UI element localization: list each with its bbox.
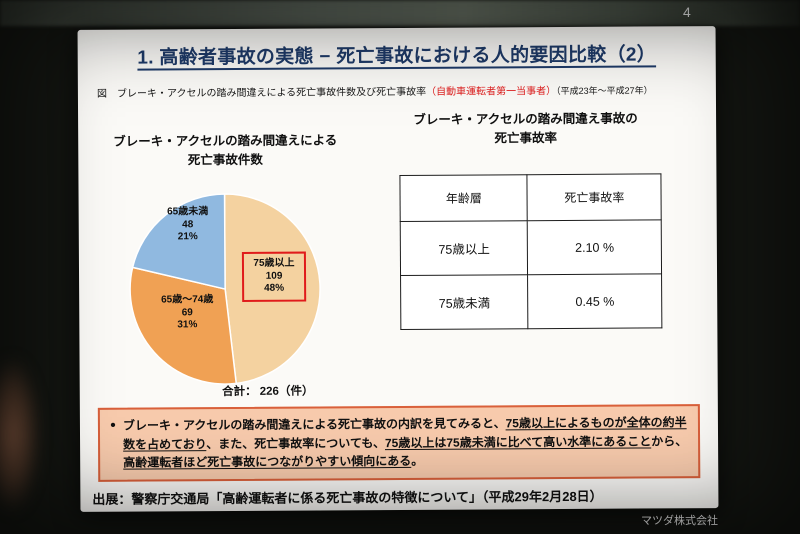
bullet-icon: ● — [109, 419, 117, 431]
rate-table-cell-age-75plus: 75歳以上 — [400, 220, 529, 276]
rate-table-header-age: 年齢層 — [399, 174, 528, 222]
note-segment: から、 — [651, 433, 688, 449]
pie-label-under65-value: 48 — [182, 218, 194, 230]
rate-table-cell-rate-75plus: 2.10 % — [527, 219, 662, 275]
pie-label-65to74-pct: 31% — [177, 319, 198, 331]
pie-chart-title-line2: 死亡事故件数 — [187, 152, 263, 168]
pie-label-65to74-value: 69 — [181, 306, 193, 318]
note-segment-underlined: 高齢運転者ほど死亡事故につながりやすい傾向にある — [123, 454, 412, 470]
page-number: 4 — [683, 4, 691, 20]
pie-label-under65-name: 65歳未満 — [167, 206, 209, 218]
rate-table: 年齢層 死亡事故率 75歳以上 2.10 % 75歳未満 0.45 % — [399, 173, 663, 330]
note-segment: 、また、死亡事故率についても、 — [206, 435, 386, 451]
rate-table-title: ブレーキ・アクセルの踏み間違え事故の 死亡事故率 — [373, 109, 678, 148]
rate-table-cell-age-under75: 75歳未満 — [400, 274, 529, 330]
source-line: 出展：警察庁交通局「高齢運転者に係る死亡事故の特徴について」（平成29年2月28… — [92, 488, 603, 507]
table-row: 75歳以上 2.10 % — [400, 219, 662, 276]
figure-caption-suffix: （平成23年～平成27年） — [556, 85, 653, 97]
pie-chart-title-line1: ブレーキ・アクセルの踏み間違えによる — [113, 133, 338, 149]
note-segment: 。 — [411, 454, 424, 469]
pie-chart — [125, 188, 326, 389]
brand-label: マツダ株式会社 — [641, 515, 718, 527]
rate-table-cell-rate-under75: 0.45 % — [528, 273, 662, 329]
slide-title: 1. 高齢者事故の実態 − 死亡事故における人的要因比較（2） — [137, 44, 657, 69]
pie-label-75plus-value: 109 — [265, 270, 283, 282]
table-row: 75歳未満 0.45 % — [400, 273, 662, 330]
highlight-red-box: 75歳以上 109 48% — [241, 251, 307, 302]
summary-note-text: ブレーキ・アクセルの踏み間違えによる死亡事故の内訳を見てみると、75歳以上による… — [123, 413, 688, 473]
pie-total-label: 合計： 226（件） — [222, 385, 314, 399]
pie-label-65to74: 65歳～74歳 69 31% — [150, 294, 224, 332]
pie-label-65to74-name: 65歳～74歳 — [161, 294, 214, 306]
pie-label-under65-pct: 21% — [177, 231, 198, 243]
note-segment-underlined: 75歳以上は75歳未満に比べて高い水準にあること — [384, 434, 652, 450]
hand-silhouette — [0, 356, 40, 514]
figure-caption-prefix: 図 ブレーキ・アクセルの踏み間違えによる死亡事故件数及び死亡事故率 — [96, 86, 427, 100]
pie-chart-title: ブレーキ・アクセルの踏み間違えによる 死亡事故件数 — [94, 131, 356, 170]
ceiling-reflection — [0, 0, 800, 26]
rate-table-header-rate: 死亡事故率 — [527, 173, 662, 221]
pie-label-75plus-pct: 48% — [264, 282, 285, 295]
slide: 1. 高齢者事故の実態 − 死亡事故における人的要因比較（2） 図 ブレーキ・ア… — [77, 26, 719, 512]
summary-note-box: ● ブレーキ・アクセルの踏み間違えによる死亡事故の内訳を見てみると、75歳以上に… — [97, 404, 701, 482]
figure-caption: 図 ブレーキ・アクセルの踏み間違えによる死亡事故件数及び死亡事故率（自動車運転者… — [96, 81, 703, 100]
pie-chart-svg — [129, 193, 321, 385]
pie-label-under65: 65歳未満 48 21% — [151, 206, 225, 244]
pie-label-75plus-name: 75歳以上 — [253, 257, 295, 270]
figure-caption-red: （自動車運転者第一当事者） — [426, 86, 557, 98]
rate-table-header-row: 年齢層 死亡事故率 — [399, 173, 662, 222]
rate-table-title-line2: 死亡事故率 — [494, 130, 557, 146]
note-segment: ブレーキ・アクセルの踏み間違えによる死亡事故の内訳を見てみると、 — [122, 416, 506, 433]
rate-table-title-line1: ブレーキ・アクセルの踏み間違え事故の — [413, 111, 638, 127]
